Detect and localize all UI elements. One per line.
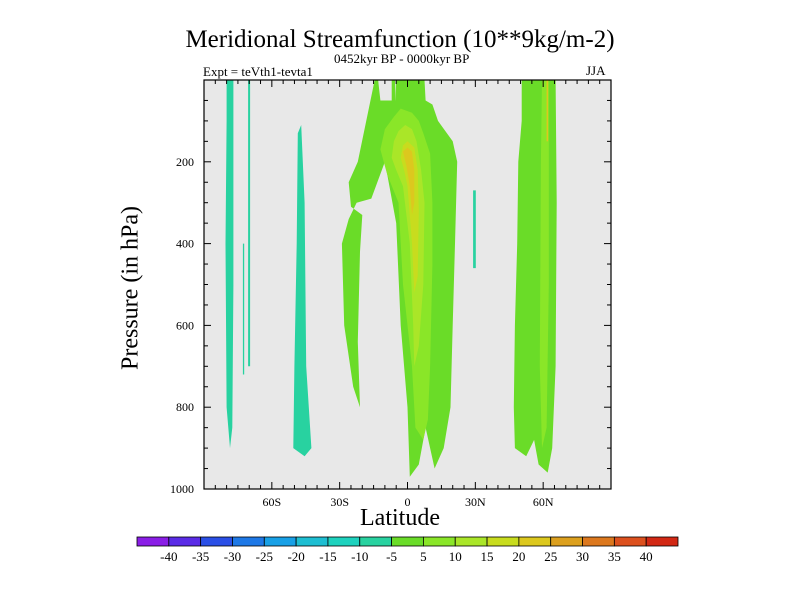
- colorbar-swatch: [518, 536, 552, 547]
- period-label: 0452kyr BP - 0000kyr BP: [334, 51, 470, 66]
- colorbar-label: -30: [224, 549, 241, 564]
- contour-nh-thin-negative-streak: [473, 190, 476, 269]
- contour-sh-midlat-negative-cell: [293, 125, 312, 457]
- colorbar-swatch: [136, 536, 170, 547]
- colorbar-swatch: [168, 536, 202, 547]
- contour-nh-green-cell-inner: [539, 80, 549, 449]
- x-tick-label: 60N: [533, 495, 554, 509]
- colorbar-swatch: [550, 536, 583, 547]
- colorbar: -40 -35 -30 -25 -20 -15 -10 -5 5 10 15 20 25 30 35 40: [136, 536, 679, 564]
- colorbar-label: -35: [192, 549, 209, 564]
- colorbar-swatch: [582, 536, 615, 547]
- x-tick-label: 30N: [465, 495, 486, 509]
- colorbar-label: 30: [576, 549, 589, 564]
- x-tick-label: 60S: [262, 495, 281, 509]
- colorbar-label: 25: [544, 549, 557, 564]
- colorbar-swatch: [359, 536, 392, 547]
- colorbar-label: -20: [287, 549, 304, 564]
- colorbar-swatch: [295, 536, 329, 547]
- chart-title: Meridional Streamfunction (10**9kg/m-2): [185, 26, 615, 53]
- colorbar-label: 5: [420, 549, 427, 564]
- axes: 60S 30S 0 30N 60N 200 400 600 800 1000: [170, 79, 612, 509]
- colorbar-label: 10: [449, 549, 462, 564]
- contour-sh-tropics-green-streak: [375, 80, 379, 154]
- season-label: JJA: [586, 63, 606, 78]
- colorbar-swatch: [391, 536, 424, 547]
- colorbar-swatch: [423, 536, 456, 547]
- colorbar-swatch: [454, 536, 488, 547]
- plot-area: [204, 80, 611, 489]
- colorbar-swatch: [645, 536, 679, 547]
- experiment-label: Expt = teVth1-tevta1: [203, 64, 313, 79]
- y-tick-label: 800: [176, 400, 194, 414]
- colorbar-label: -40: [160, 549, 177, 564]
- y-tick-label: 200: [176, 155, 194, 169]
- colorbar-label: -25: [256, 549, 273, 564]
- colorbar-label: -15: [319, 549, 336, 564]
- colorbar-swatch: [232, 536, 265, 547]
- contour-sh-polar-negative-cell: [225, 80, 234, 449]
- contour-tropical-streak-upper: [391, 80, 396, 125]
- colorbar-label: 40: [640, 549, 653, 564]
- y-tick-label: 1000: [170, 482, 194, 496]
- colorbar-swatch: [327, 536, 361, 547]
- colorbar-label: 15: [481, 549, 494, 564]
- x-axis-label: Latitude: [360, 505, 440, 531]
- contour-sh-thin-negative-streak-2: [242, 243, 245, 375]
- contour-nh-green-cell: [513, 80, 557, 473]
- x-tick-label: 30S: [330, 495, 349, 509]
- y-tick-label: 400: [176, 237, 194, 251]
- colorbar-label: 20: [512, 549, 525, 564]
- contour-sh-thin-negative-streak: [248, 80, 251, 367]
- colorbar-swatch: [263, 536, 297, 547]
- contour-nh-orange-streak: [546, 80, 549, 142]
- colorbar-label: 35: [608, 549, 621, 564]
- colorbar-label: -5: [386, 549, 397, 564]
- colorbar-label: -10: [351, 549, 368, 564]
- contour-tropical-positive-cell-25: [403, 147, 415, 215]
- y-tick-label: 600: [176, 318, 194, 332]
- x-tick-label: 0: [405, 495, 411, 509]
- colorbar-swatch: [613, 536, 647, 547]
- colorbar-swatch: [486, 536, 520, 547]
- colorbar-swatch: [200, 536, 233, 547]
